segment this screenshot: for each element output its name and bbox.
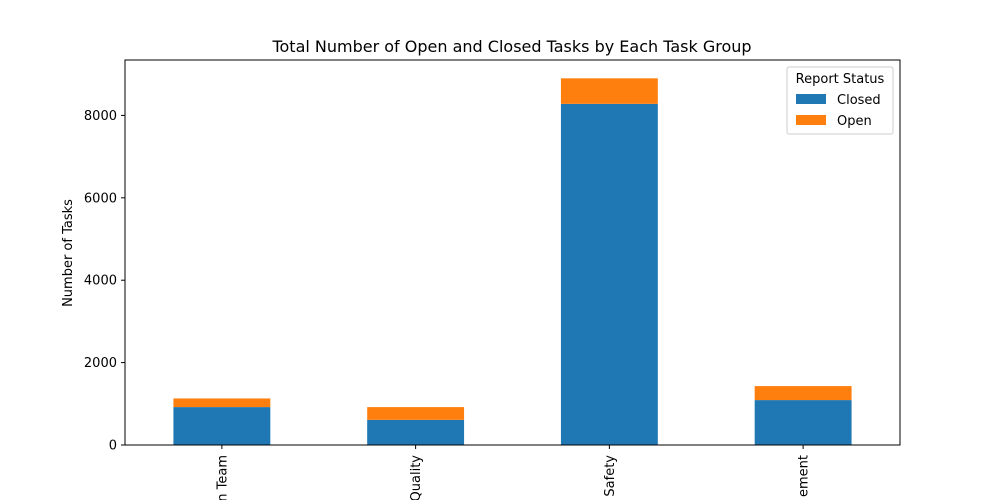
bar-open-1 bbox=[367, 407, 465, 420]
plot-frame bbox=[124, 59, 901, 446]
bars-layer bbox=[173, 78, 852, 445]
bar-closed-0 bbox=[173, 407, 271, 445]
y-axis-label: Number of Tasks bbox=[61, 199, 76, 307]
x-tick-label: Quality bbox=[409, 455, 424, 500]
bar-closed-2 bbox=[560, 103, 658, 445]
y-tick-label: 0 bbox=[109, 439, 117, 454]
y-tick-label: 2000 bbox=[84, 356, 117, 371]
legend-label-closed: Closed bbox=[837, 93, 881, 108]
y-tick-label: 6000 bbox=[84, 191, 117, 206]
bar-closed-1 bbox=[367, 419, 465, 445]
legend: Report Status Closed Open bbox=[786, 66, 894, 135]
x-tick-label: n Team bbox=[215, 455, 230, 500]
y-axis: 0 2000 4000 6000 8000 bbox=[84, 109, 125, 454]
y-tick-label: 8000 bbox=[84, 109, 117, 124]
legend-swatch-open bbox=[796, 115, 826, 125]
chart-title: Total Number of Open and Closed Tasks by… bbox=[271, 37, 751, 56]
bar-open-0 bbox=[173, 398, 271, 408]
legend-label-open: Open bbox=[837, 114, 872, 129]
legend-swatch-closed bbox=[796, 94, 826, 104]
bar-closed-3 bbox=[754, 400, 852, 445]
bar-open-3 bbox=[754, 386, 852, 401]
x-tick-label: Safety bbox=[603, 455, 618, 497]
bar-open-2 bbox=[560, 78, 658, 104]
legend-title: Report Status bbox=[796, 72, 885, 87]
x-axis: n Team Quality Safety ement bbox=[215, 445, 812, 500]
x-tick-label: ement bbox=[797, 455, 812, 497]
y-tick-label: 4000 bbox=[84, 274, 117, 289]
